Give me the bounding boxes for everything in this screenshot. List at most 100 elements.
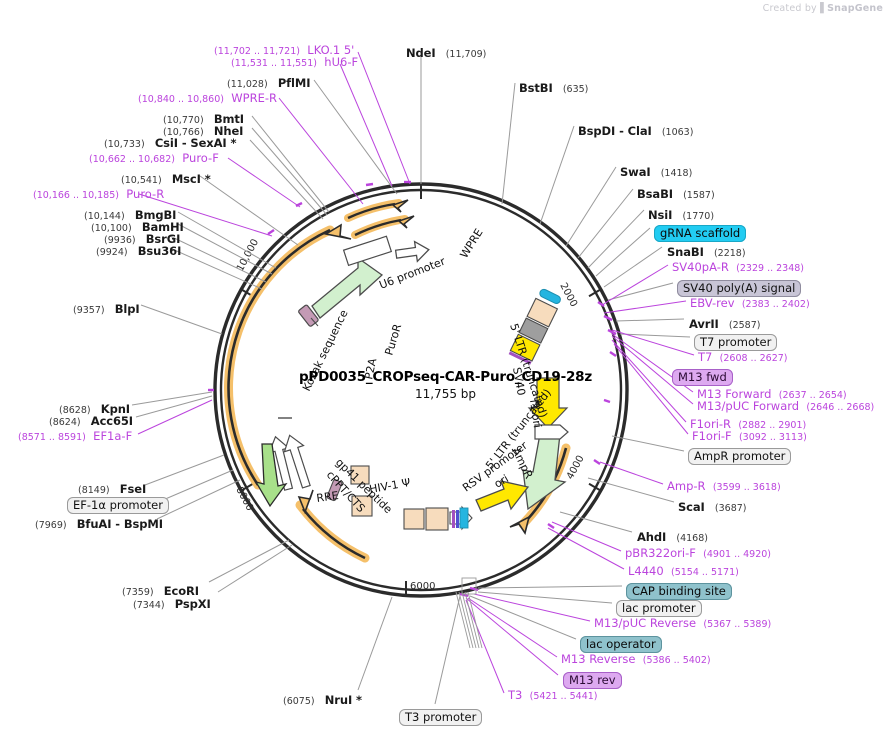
map-label-ef1a-f[interactable]: (8571 .. 8591) EF1a-F — [18, 430, 132, 443]
feature-kozak — [310, 317, 319, 327]
map-label-bstbi[interactable]: BstBI (635) — [519, 79, 588, 96]
enzyme-position: (10,541) — [121, 175, 162, 186]
map-label-amp-r[interactable]: Amp-R (3599 .. 3618) — [667, 480, 781, 493]
primer-name: F1ori-F — [692, 429, 732, 443]
map-label-l4440[interactable]: L4440 (5154 .. 5171) — [628, 565, 739, 578]
enzyme-name: BsrGI — [145, 232, 181, 246]
enzyme-name: CsiI - SexAI * — [154, 136, 237, 150]
map-label-ef1a-prom[interactable]: EF-1α promoter — [67, 496, 169, 514]
svg-text:10,000: 10,000 — [235, 237, 261, 273]
map-label-lac-operator[interactable]: lac operator — [580, 635, 662, 653]
enzyme-position: (1587) — [683, 190, 715, 201]
map-label-bmgbi[interactable]: (10,144) BmgBI — [84, 206, 176, 223]
map-label-pbr322ori-f[interactable]: pBR322ori-F (4901 .. 4920) — [625, 547, 771, 560]
enzyme-position: (1770) — [682, 211, 715, 222]
map-label-bamhi[interactable]: (10,100) BamHI — [91, 218, 184, 235]
enzyme-position: (7344) — [133, 600, 165, 611]
map-label-t3[interactable]: T3 (5421 .. 5441) — [508, 689, 598, 702]
map-label-sv40-polya[interactable]: SV40 poly(A) signal — [677, 279, 802, 297]
enzyme-position: (8628) — [59, 405, 91, 416]
svg-text:PuroR: PuroR — [382, 322, 404, 357]
watermark-prefix: Created by — [762, 3, 817, 14]
map-label-bsabi[interactable]: BsaBI (1587) — [637, 185, 715, 202]
map-label-bsrgi[interactable]: (9936) BsrGI — [104, 230, 180, 247]
feature-name: EF-1α promoter — [67, 497, 169, 514]
primer-name: pBR322ori-F — [625, 546, 696, 560]
primer-name: WPRE-R — [231, 91, 277, 105]
feature-name: CAP binding site — [626, 583, 732, 600]
map-label-wpre-r[interactable]: (10,840 .. 10,860) WPRE-R — [138, 92, 277, 105]
map-label-bmti[interactable]: (10,770) BmtI — [163, 110, 244, 127]
enzyme-name: NheI — [213, 124, 244, 138]
primer-range: (11,531 .. 11,551) — [231, 58, 317, 69]
enzyme-position: (7359) — [122, 587, 154, 598]
map-label-m13-reverse[interactable]: M13 Reverse (5386 .. 5402) — [561, 653, 711, 666]
map-label-m13-rev-feat[interactable]: M13 rev — [563, 671, 622, 689]
enzyme-position: (3687) — [714, 503, 747, 514]
enzyme-name: NsiI — [648, 208, 673, 222]
map-label-ahdi[interactable]: AhdI (4168) — [637, 528, 708, 545]
map-label-t3-prom[interactable]: T3 promoter — [399, 708, 483, 726]
map-label-sv40pa-r[interactable]: SV40pA-R (2329 .. 2348) — [672, 261, 804, 274]
map-label-scai[interactable]: ScaI (3687) — [678, 498, 747, 515]
feature-name: gRNA scaffold — [654, 225, 747, 242]
map-label-pspxi[interactable]: (7344) PspXI — [133, 595, 211, 612]
map-label-m13puc-rev[interactable]: M13/pUC Reverse (5367 .. 5389) — [594, 617, 771, 630]
map-label-avrii[interactable]: AvrII (2587) — [689, 315, 760, 332]
svg-text:P2A: P2A — [362, 357, 379, 381]
map-label-m13puc-fwd[interactable]: M13/pUC Forward (2646 .. 2668) — [697, 400, 874, 413]
enzyme-position: (8624) — [49, 417, 81, 428]
plasmid-title: pPD0035_CROPseq-CAR-Puro_CD19-28z — [298, 369, 593, 385]
primer-name: Puro-F — [182, 151, 219, 165]
map-label-cap-binding[interactable]: CAP binding site — [626, 582, 732, 600]
map-label-f1ori-f[interactable]: F1ori-F (3092 .. 3113) — [692, 430, 807, 443]
map-label-ecori[interactable]: (7359) EcoRI — [122, 582, 199, 599]
map-label-nsii[interactable]: NsiI (1770) — [648, 206, 714, 223]
map-label-m13-fwd-feat[interactable]: M13 fwd — [672, 368, 733, 386]
map-label-snabi[interactable]: SnaBI (2218) — [667, 243, 746, 260]
map-label-bsu36i[interactable]: (9924) Bsu36I — [96, 242, 181, 259]
primer-name: L4440 — [628, 564, 664, 578]
map-label-blpi[interactable]: (9357) BlpI — [73, 300, 140, 317]
feature-cppt-cts — [326, 479, 343, 502]
map-label-nrui[interactable]: (6075) NruI * — [283, 691, 362, 708]
map-label-m13-forward[interactable]: M13 Forward (2637 .. 2654) — [697, 388, 847, 401]
enzyme-position: (9936) — [104, 235, 136, 246]
map-label-msci[interactable]: (10,541) MscI * — [121, 170, 211, 187]
enzyme-name: MscI * — [171, 172, 211, 186]
feature-5ltr-sv40-stack — [508, 288, 561, 365]
map-label-bfuai-bspmi[interactable]: (7969) BfuAI - BspMI — [35, 515, 163, 532]
map-label-swai[interactable]: SwaI (1418) — [620, 163, 692, 180]
svg-text:ori: ori — [492, 472, 511, 490]
map-label-acc65i[interactable]: (8624) Acc65I — [49, 412, 133, 429]
map-label-puro-r[interactable]: (10,166 .. 10,185) Puro-R — [33, 188, 164, 201]
enzyme-name: NruI * — [324, 693, 362, 707]
enzyme-name: BlpI — [114, 302, 140, 316]
map-label-t7[interactable]: T7 (2608 .. 2627) — [698, 351, 788, 364]
map-label-bspdi-clai[interactable]: BspDI - ClaI (1063) — [578, 122, 693, 139]
map-label-ebv-rev[interactable]: EBV-rev (2383 .. 2402) — [690, 297, 810, 310]
map-label-nhei[interactable]: (10,766) NheI — [163, 122, 243, 139]
map-label-hu6-f[interactable]: (11,531 .. 11,551) hU6-F — [231, 56, 358, 69]
map-label-grna-scaffold[interactable]: gRNA scaffold — [654, 224, 747, 242]
enzyme-name: SnaBI — [667, 245, 704, 259]
map-label-csii-sexai[interactable]: (10,733) CsiI - SexAI * — [104, 134, 237, 151]
map-label-fsei[interactable]: (8149) FseI — [78, 480, 146, 497]
enzyme-name: BstBI — [519, 81, 553, 95]
map-label-f1ori-r[interactable]: F1ori-R (2882 .. 2901) — [690, 418, 806, 431]
map-label-pflmi[interactable]: (11,028) PflMI — [227, 74, 311, 91]
primer-range: (5421 .. 5441) — [529, 691, 598, 702]
feature-name: SV40 poly(A) signal — [677, 280, 802, 297]
map-label-ampr-prom[interactable]: AmpR promoter — [688, 447, 792, 465]
enzyme-position: (6075) — [283, 696, 315, 707]
map-label-lko1-5[interactable]: (11,702 .. 11,721) LKO.1 5' — [214, 44, 354, 57]
map-label-ndei[interactable]: NdeI (11,709) — [406, 44, 486, 61]
map-label-t7-prom[interactable]: T7 promoter — [694, 333, 778, 351]
map-label-kpni[interactable]: (8628) KpnI — [59, 400, 130, 417]
feature-U6-promoter — [394, 240, 430, 263]
primer-range: (5154 .. 5171) — [671, 567, 739, 578]
map-label-puro-f[interactable]: (10,662 .. 10,682) Puro-F — [89, 152, 219, 165]
primer-range: (3599 .. 3618) — [712, 482, 781, 493]
feature-f1-ori — [527, 377, 569, 429]
map-label-lac-promoter[interactable]: lac promoter — [616, 599, 702, 617]
